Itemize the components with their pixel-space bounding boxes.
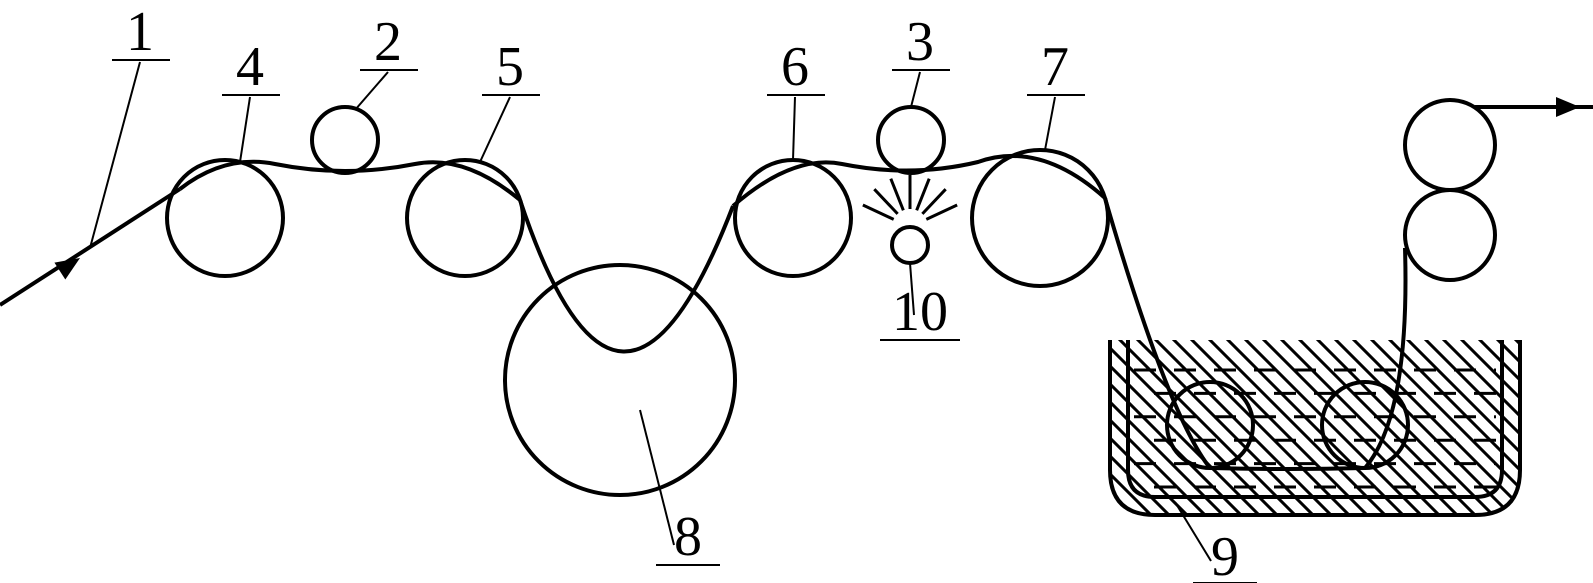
label-L1: 1 (126, 1, 154, 63)
label-L3: 3 (906, 11, 934, 73)
label-L2: 2 (374, 11, 402, 73)
label-L6: 6 (781, 36, 809, 98)
label-L7: 7 (1041, 36, 1069, 98)
label-L8: 8 (674, 506, 702, 568)
label-L10: 10 (892, 281, 948, 343)
label-L5: 5 (496, 36, 524, 98)
label-L9: 9 (1211, 526, 1239, 583)
label-L4: 4 (236, 36, 264, 98)
